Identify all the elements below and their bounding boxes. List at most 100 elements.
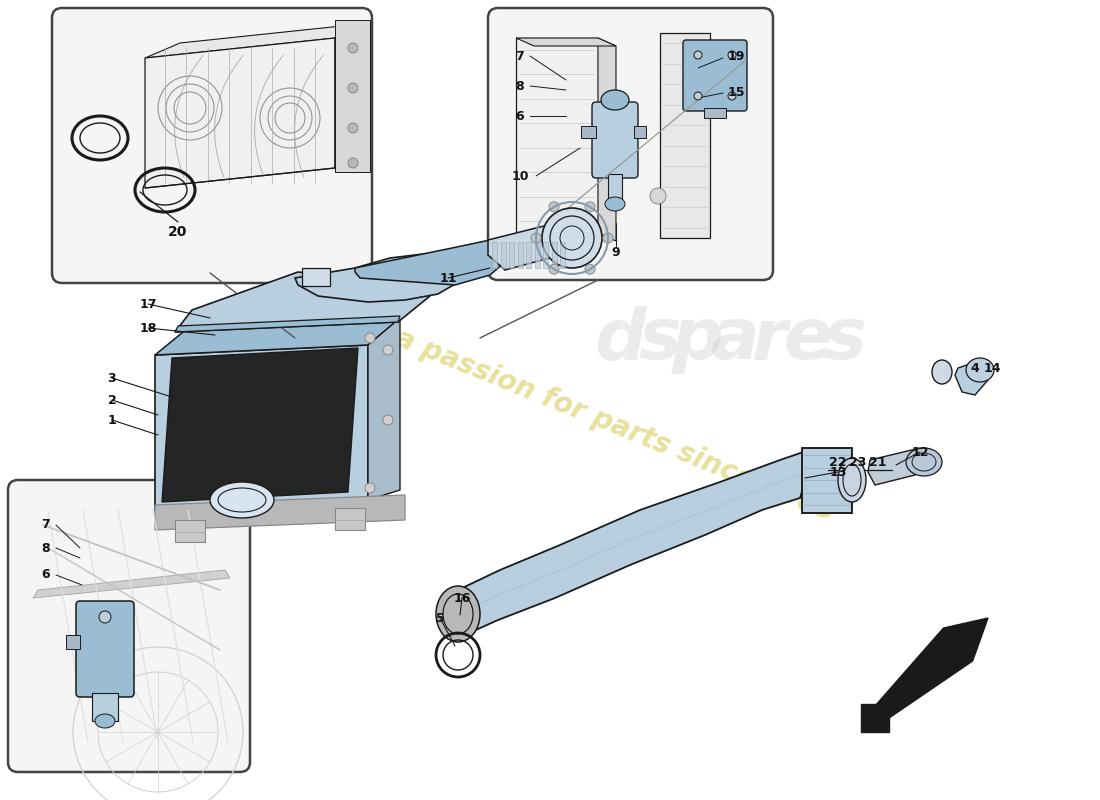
Ellipse shape	[694, 51, 702, 59]
Ellipse shape	[348, 158, 358, 168]
Polygon shape	[598, 38, 616, 241]
Polygon shape	[868, 448, 928, 485]
Polygon shape	[488, 222, 580, 270]
Bar	[802, 448, 852, 513]
Polygon shape	[155, 495, 405, 530]
Polygon shape	[870, 618, 988, 724]
Bar	[302, 268, 330, 286]
Polygon shape	[509, 242, 514, 268]
Polygon shape	[295, 248, 480, 302]
Ellipse shape	[966, 358, 994, 382]
Bar	[336, 508, 365, 530]
Polygon shape	[355, 240, 510, 285]
Text: 4: 4	[970, 362, 979, 374]
Polygon shape	[560, 242, 565, 268]
Ellipse shape	[383, 415, 393, 425]
Text: 20: 20	[168, 225, 188, 239]
Ellipse shape	[549, 202, 559, 212]
Polygon shape	[33, 570, 230, 598]
Text: 15: 15	[727, 86, 745, 99]
Ellipse shape	[650, 188, 666, 204]
Text: 8: 8	[42, 542, 51, 554]
FancyBboxPatch shape	[592, 102, 638, 178]
Text: 2: 2	[108, 394, 117, 406]
Polygon shape	[458, 448, 815, 638]
Text: s: s	[638, 306, 682, 374]
Text: 19: 19	[727, 50, 745, 62]
Bar	[704, 108, 726, 118]
Text: 5: 5	[436, 611, 444, 625]
Text: 9: 9	[612, 246, 620, 259]
Ellipse shape	[95, 714, 116, 728]
Polygon shape	[861, 704, 889, 732]
Polygon shape	[526, 242, 531, 268]
Text: 8: 8	[516, 79, 525, 93]
Text: 18: 18	[140, 322, 156, 334]
Ellipse shape	[728, 92, 736, 100]
Text: 11: 11	[439, 271, 456, 285]
Text: r: r	[752, 306, 788, 374]
Text: 7: 7	[516, 50, 525, 62]
Text: 13: 13	[829, 466, 847, 478]
Bar	[608, 174, 622, 204]
Ellipse shape	[436, 586, 480, 642]
Polygon shape	[516, 38, 616, 46]
Ellipse shape	[906, 448, 942, 476]
Text: a: a	[711, 306, 759, 374]
Ellipse shape	[601, 90, 629, 110]
Ellipse shape	[838, 458, 866, 502]
Bar	[175, 520, 205, 542]
Ellipse shape	[383, 345, 393, 355]
Polygon shape	[500, 242, 506, 268]
Text: 16: 16	[453, 591, 471, 605]
Polygon shape	[145, 38, 336, 188]
Ellipse shape	[694, 92, 702, 100]
Ellipse shape	[99, 611, 111, 623]
Polygon shape	[955, 360, 988, 395]
FancyBboxPatch shape	[8, 480, 250, 772]
Text: 23: 23	[849, 455, 867, 469]
Bar	[634, 126, 646, 138]
Bar	[92, 693, 118, 721]
FancyBboxPatch shape	[488, 8, 773, 280]
Ellipse shape	[348, 43, 358, 53]
FancyBboxPatch shape	[76, 601, 134, 697]
Polygon shape	[535, 242, 539, 268]
Text: 3: 3	[108, 371, 117, 385]
Text: 6: 6	[42, 569, 51, 582]
Text: 12: 12	[911, 446, 928, 458]
Polygon shape	[492, 242, 497, 268]
Text: 14: 14	[983, 362, 1001, 374]
Ellipse shape	[585, 264, 595, 274]
Text: 17: 17	[140, 298, 156, 310]
Ellipse shape	[210, 482, 274, 518]
Polygon shape	[145, 23, 370, 58]
Bar	[66, 635, 80, 649]
Text: 21: 21	[869, 455, 887, 469]
Text: 7: 7	[42, 518, 51, 531]
Ellipse shape	[549, 264, 559, 274]
Ellipse shape	[365, 483, 375, 493]
Ellipse shape	[365, 333, 375, 343]
Bar	[660, 33, 710, 238]
Ellipse shape	[348, 123, 358, 133]
Text: d: d	[594, 306, 646, 374]
Ellipse shape	[348, 83, 358, 93]
Polygon shape	[162, 348, 358, 502]
Polygon shape	[517, 242, 522, 268]
Ellipse shape	[585, 202, 595, 212]
Text: 10: 10	[512, 170, 529, 182]
Ellipse shape	[603, 233, 613, 243]
Polygon shape	[551, 242, 557, 268]
Text: 1: 1	[108, 414, 117, 426]
Ellipse shape	[542, 208, 602, 268]
Ellipse shape	[932, 360, 952, 384]
Polygon shape	[336, 23, 370, 168]
Polygon shape	[368, 318, 400, 500]
Text: 22: 22	[829, 455, 847, 469]
Polygon shape	[155, 345, 368, 510]
Polygon shape	[175, 272, 430, 332]
Polygon shape	[155, 318, 400, 355]
Text: s: s	[824, 306, 867, 374]
Bar	[802, 448, 852, 513]
